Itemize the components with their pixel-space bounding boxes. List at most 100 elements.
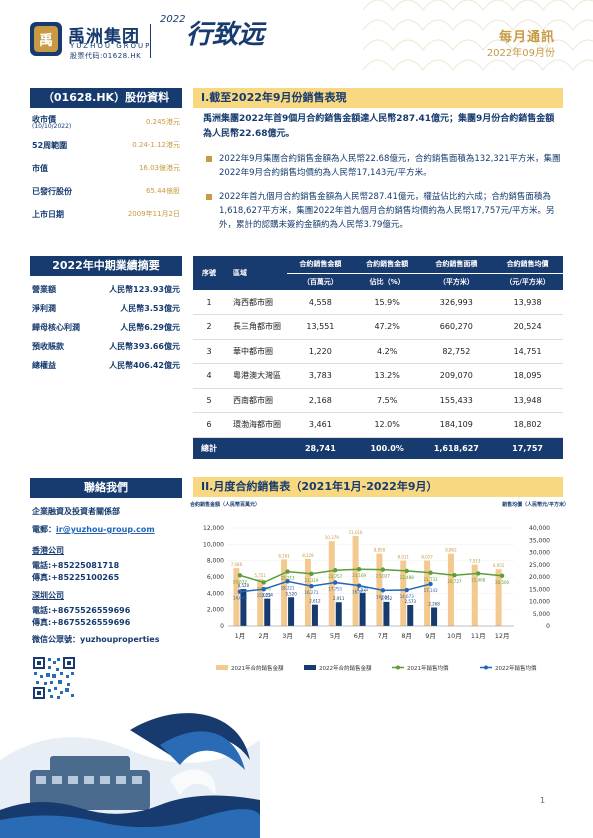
bar-data-label: 2,573	[405, 599, 417, 604]
table-row: 4 粵港澳大灣區 3,783 13.2% 209,070 18,095	[193, 363, 563, 389]
stock-value: 2009年11月2日	[127, 210, 180, 218]
slogan: 行致远	[186, 20, 265, 50]
sz-phone: 電話:+8675526559696	[32, 606, 131, 615]
bar	[288, 597, 295, 626]
table-cell: 184,109	[420, 412, 493, 438]
interim-value: 人民幣406.42億元	[109, 361, 180, 370]
brand-divider	[150, 24, 151, 58]
table-cell: 3,783	[287, 363, 354, 389]
table-subheader-cell: （百萬元）	[287, 273, 354, 290]
line-data-label: 20,727	[447, 579, 461, 584]
bar	[281, 559, 288, 626]
right-tick-label: 35,000	[529, 537, 550, 544]
x-tick-label: 5月	[330, 632, 341, 640]
table-cell: 粵港澳大灣區	[225, 363, 287, 389]
line-data-label: 17,143	[424, 588, 438, 593]
line-point	[380, 567, 386, 572]
wechat-qr-code[interactable]	[32, 656, 76, 700]
left-tick-label: 8,000	[207, 558, 224, 565]
interim-value: 人民幣3.53億元	[120, 304, 180, 313]
table-cell: 13,938	[492, 290, 563, 315]
line-data-label: 22,213	[281, 576, 295, 581]
line-data-label: 14,551	[376, 594, 390, 599]
bar-data-label: 3,520	[285, 591, 297, 596]
bullet-text: 2022年首九個月合約銷售金額為人民幣287.41億元，權益佔比約六成；合約銷售…	[219, 192, 555, 230]
interim-key: 預收賬款	[32, 342, 64, 351]
line-data-label: 22,488	[400, 575, 414, 580]
monthly-sales-chart: 合約銷售金額（人民幣百萬元） 銷售均價（人民幣元/平方米） 0 2,000 4,000 6…	[189, 501, 569, 672]
bar	[257, 579, 264, 626]
legend-label: 2021年合約銷售金額	[231, 664, 284, 672]
section2-title: II.月度合約銷售表（2021年1月-2022年9月）	[193, 477, 563, 497]
interim-row: 營業額 人民幣123.93億元	[32, 284, 180, 295]
legend-label: 2021年銷售均價	[407, 664, 449, 672]
bar-data-label: 8,011	[398, 555, 410, 560]
interim-results-title: 2022年中期業績摘要	[30, 256, 182, 276]
table-cell: 4,558	[287, 290, 354, 315]
line-point	[333, 580, 338, 585]
stock-key: 市值	[32, 164, 48, 173]
table-cell: 海西都市圈	[225, 290, 287, 315]
table-total-cell: 28,741	[287, 437, 354, 459]
table-cell: 2,168	[287, 388, 354, 413]
table-subheader-cell: 佔比（%）	[353, 273, 421, 290]
bar	[359, 593, 366, 626]
right-tick-label: 0	[546, 623, 550, 630]
bar-data-label: 8,027	[421, 554, 433, 559]
right-tick-label: 5,000	[533, 611, 550, 618]
legend-swatch-dot	[396, 665, 400, 670]
table-header-cell: 序號	[193, 256, 225, 290]
table-header-row: 序號 區域 合約銷售金額 合約銷售金額 合約銷售面積 合約銷售均價	[193, 256, 563, 290]
table-cell: 14,751	[492, 339, 563, 364]
bar	[233, 568, 240, 626]
left-tick-label: 10,000	[203, 541, 224, 548]
left-tick-label: 12,000	[203, 525, 224, 532]
left-tick-label: 0	[220, 623, 224, 630]
stock-value: 0.245港元	[145, 118, 180, 126]
email-link[interactable]: ir@yuzhou-group.com	[56, 525, 155, 534]
right-tick-label: 40,000	[529, 525, 550, 532]
interim-row: 淨利潤 人民幣3.53億元	[32, 303, 180, 314]
line-point	[285, 579, 290, 584]
interim-value: 人民幣393.66億元	[109, 342, 180, 351]
table-cell: 西南都市圈	[225, 388, 287, 413]
right-tick-label: 20,000	[529, 574, 550, 581]
line-point	[237, 573, 243, 578]
stock-key: 上市日期	[32, 210, 64, 219]
line-data-label: 21,319	[304, 578, 318, 583]
table-cell: 20,524	[492, 314, 563, 340]
wave-pattern-decoration	[362, 0, 593, 71]
bar-data-label: 10,379	[325, 535, 339, 540]
page-header: 禹 禹洲集团 YUZHOU GROUP 股票代码:01628.HK 2022 行…	[0, 0, 593, 71]
hk-fax: 傳真:+85225100265	[32, 573, 120, 582]
legend-swatch	[304, 665, 316, 670]
line-point	[333, 568, 338, 573]
bar-data-label: 4,031	[357, 587, 369, 592]
bar	[471, 564, 478, 626]
contact-us-title: 聯絡我們	[30, 478, 182, 498]
building-wave-illustration	[0, 713, 260, 838]
line-data-label: 16,462	[352, 590, 366, 595]
x-tick-label: 10月	[447, 632, 462, 640]
bar	[264, 598, 271, 626]
table-row: 2 長三角都市圈 13,551 47.2% 660,270 20,524	[193, 314, 563, 340]
brand-english-name: YUZHOU GROUP	[70, 42, 152, 50]
line-point	[309, 583, 314, 589]
stock-code: 股票代码:01628.HK	[70, 52, 142, 60]
table-row: 6 環渤海都市圈 3,461 12.0% 184,109 18,802	[193, 412, 563, 438]
interim-key: 總權益	[32, 361, 56, 370]
left-tick-label: 6,000	[207, 574, 224, 581]
stock-value: 0.24-1.12港元	[132, 141, 180, 149]
section1-title: I.截至2022年9月份銷售表現	[193, 88, 563, 108]
bar	[383, 601, 390, 626]
x-tick-label: 9月	[425, 632, 436, 640]
series-line	[239, 568, 503, 584]
ir-department: 企業融資及投資者關係部	[32, 507, 120, 516]
x-tick-label: 6月	[354, 632, 365, 640]
table-cell: 82,752	[420, 339, 493, 364]
line-point	[261, 586, 266, 592]
stock-key: 52周範圍	[32, 141, 68, 150]
table-cell: 326,993	[420, 290, 493, 315]
sz-fax: 傳真:+8675526559696	[32, 618, 131, 627]
table-cell: 1,220	[287, 339, 354, 364]
